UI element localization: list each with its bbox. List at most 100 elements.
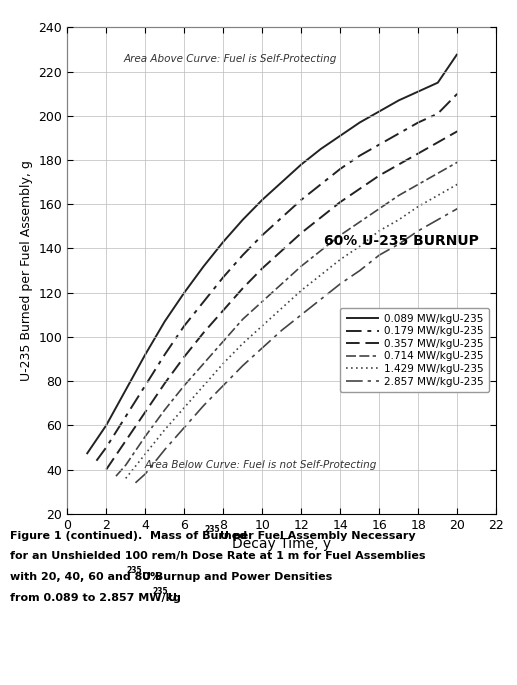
0.089 MW/kgU-235 — [259, 196, 265, 204]
1.429 MW/kgU-235 — [298, 286, 305, 295]
0.357 MW/kgU-235 — [435, 138, 441, 147]
0.357 MW/kgU-235 — [201, 328, 207, 336]
0.357 MW/kgU-235 — [142, 408, 148, 416]
1.429 MW/kgU-235 — [357, 242, 363, 251]
0.089 MW/kgU-235 — [103, 421, 109, 429]
0.089 MW/kgU-235 — [357, 119, 363, 127]
0.179 MW/kgU-235 — [181, 322, 187, 330]
0.089 MW/kgU-235 — [454, 50, 461, 58]
0.179 MW/kgU-235 — [201, 297, 207, 306]
1.429 MW/kgU-235 — [201, 382, 207, 390]
0.357 MW/kgU-235 — [181, 353, 187, 361]
0.714 MW/kgU-235 — [454, 158, 461, 166]
0.714 MW/kgU-235 — [142, 432, 148, 440]
2.857 MW/kgU-235 — [162, 445, 168, 453]
0.714 MW/kgU-235 — [298, 262, 305, 271]
1.429 MW/kgU-235 — [162, 425, 168, 434]
1.429 MW/kgU-235 — [337, 256, 343, 264]
0.179 MW/kgU-235 — [298, 196, 305, 204]
0.357 MW/kgU-235 — [298, 229, 305, 237]
0.179 MW/kgU-235 — [454, 90, 461, 98]
0.714 MW/kgU-235 — [279, 279, 285, 288]
Text: Area Above Curve: Fuel is Self-Protecting: Area Above Curve: Fuel is Self-Protectin… — [124, 54, 337, 64]
0.714 MW/kgU-235 — [240, 315, 246, 323]
0.357 MW/kgU-235 — [240, 284, 246, 292]
0.089 MW/kgU-235 — [376, 108, 383, 116]
2.857 MW/kgU-235 — [142, 470, 148, 478]
0.357 MW/kgU-235 — [259, 264, 265, 273]
0.357 MW/kgU-235 — [162, 379, 168, 388]
1.429 MW/kgU-235 — [240, 340, 246, 348]
1.429 MW/kgU-235 — [376, 227, 383, 235]
0.357 MW/kgU-235 — [415, 149, 421, 158]
0.089 MW/kgU-235 — [317, 145, 324, 153]
0.714 MW/kgU-235 — [357, 218, 363, 226]
2.857 MW/kgU-235 — [337, 279, 343, 288]
Text: from 0.089 to 2.857 MW/kg: from 0.089 to 2.857 MW/kg — [10, 593, 181, 603]
0.089 MW/kgU-235 — [337, 132, 343, 140]
0.179 MW/kgU-235 — [415, 119, 421, 127]
0.357 MW/kgU-235 — [123, 437, 129, 445]
0.179 MW/kgU-235 — [376, 140, 383, 149]
0.714 MW/kgU-235 — [396, 191, 402, 199]
0.179 MW/kgU-235 — [317, 180, 324, 188]
0.357 MW/kgU-235 — [103, 465, 109, 473]
0.089 MW/kgU-235 — [84, 450, 90, 458]
Line: 0.357 MW/kgU-235: 0.357 MW/kgU-235 — [106, 132, 458, 469]
Text: Area Below Curve: Fuel is not Self-Protecting: Area Below Curve: Fuel is not Self-Prote… — [144, 460, 376, 470]
0.714 MW/kgU-235 — [259, 297, 265, 306]
0.179 MW/kgU-235 — [220, 273, 226, 282]
Line: 0.179 MW/kgU-235: 0.179 MW/kgU-235 — [97, 94, 458, 461]
0.714 MW/kgU-235 — [113, 472, 119, 480]
0.714 MW/kgU-235 — [376, 205, 383, 213]
0.179 MW/kgU-235 — [162, 351, 168, 359]
Text: 235: 235 — [127, 566, 142, 575]
0.714 MW/kgU-235 — [317, 247, 324, 255]
0.089 MW/kgU-235 — [220, 238, 226, 246]
2.857 MW/kgU-235 — [357, 266, 363, 275]
0.357 MW/kgU-235 — [279, 247, 285, 255]
2.857 MW/kgU-235 — [298, 311, 305, 319]
1.429 MW/kgU-235 — [259, 322, 265, 330]
Text: 235: 235 — [153, 587, 168, 596]
0.089 MW/kgU-235 — [435, 79, 441, 87]
0.714 MW/kgU-235 — [123, 461, 129, 469]
0.714 MW/kgU-235 — [181, 382, 187, 390]
Text: U Burnup and Power Densities: U Burnup and Power Densities — [142, 572, 332, 582]
0.179 MW/kgU-235 — [259, 231, 265, 239]
Legend: 0.089 MW/kgU-235, 0.179 MW/kgU-235, 0.357 MW/kgU-235, 0.714 MW/kgU-235, 1.429 MW: 0.089 MW/kgU-235, 0.179 MW/kgU-235, 0.35… — [340, 308, 489, 392]
1.429 MW/kgU-235 — [142, 450, 148, 458]
0.714 MW/kgU-235 — [220, 337, 226, 345]
1.429 MW/kgU-235 — [396, 216, 402, 224]
2.857 MW/kgU-235 — [220, 382, 226, 390]
Text: 235: 235 — [204, 525, 220, 534]
0.089 MW/kgU-235 — [162, 317, 168, 325]
0.089 MW/kgU-235 — [279, 178, 285, 186]
0.179 MW/kgU-235 — [103, 443, 109, 451]
0.357 MW/kgU-235 — [220, 306, 226, 314]
2.857 MW/kgU-235 — [376, 251, 383, 259]
0.089 MW/kgU-235 — [415, 88, 421, 96]
1.429 MW/kgU-235 — [415, 202, 421, 210]
0.089 MW/kgU-235 — [181, 288, 187, 297]
0.357 MW/kgU-235 — [454, 127, 461, 136]
1.429 MW/kgU-235 — [279, 304, 285, 312]
0.179 MW/kgU-235 — [357, 151, 363, 160]
0.357 MW/kgU-235 — [396, 160, 402, 169]
0.714 MW/kgU-235 — [162, 406, 168, 414]
2.857 MW/kgU-235 — [454, 205, 461, 213]
0.714 MW/kgU-235 — [201, 360, 207, 368]
0.357 MW/kgU-235 — [317, 214, 324, 222]
1.429 MW/kgU-235 — [454, 180, 461, 188]
Text: Figure 1 (continued).  Mass of Burned: Figure 1 (continued). Mass of Burned — [10, 531, 251, 541]
0.714 MW/kgU-235 — [337, 231, 343, 239]
2.857 MW/kgU-235 — [317, 295, 324, 303]
0.714 MW/kgU-235 — [415, 180, 421, 188]
1.429 MW/kgU-235 — [181, 403, 187, 412]
Text: for an Unshielded 100 rem/h Dose Rate at 1 m for Fuel Assemblies: for an Unshielded 100 rem/h Dose Rate at… — [10, 551, 426, 562]
2.857 MW/kgU-235 — [396, 240, 402, 248]
2.857 MW/kgU-235 — [259, 344, 265, 352]
Line: 0.714 MW/kgU-235: 0.714 MW/kgU-235 — [116, 162, 458, 476]
0.179 MW/kgU-235 — [396, 129, 402, 138]
Text: 60% U-235 BURNUP: 60% U-235 BURNUP — [324, 234, 479, 249]
